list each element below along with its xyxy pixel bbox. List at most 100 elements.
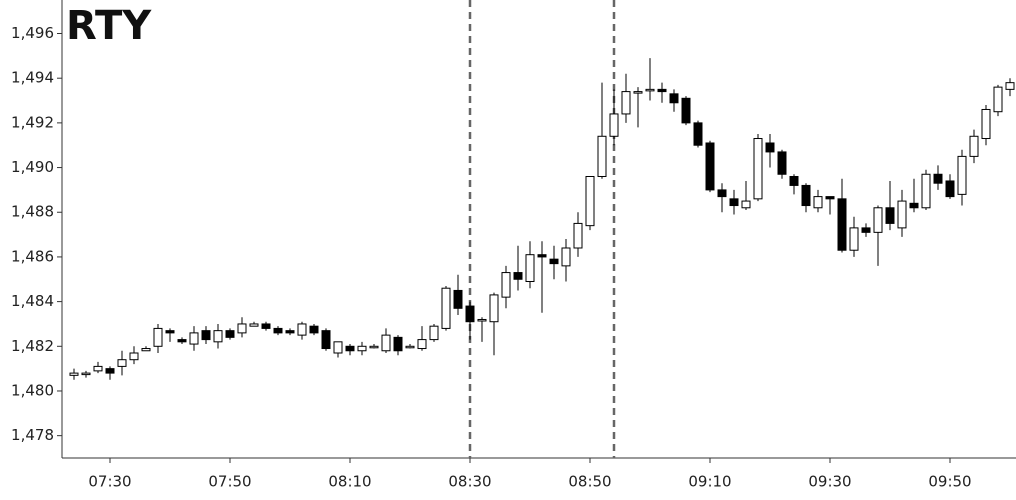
candle-body [81, 372, 91, 376]
y-tick-label: 1,486 [11, 247, 54, 265]
candle-body [573, 222, 583, 249]
candle-body [333, 341, 343, 354]
candle-body [921, 173, 931, 209]
candle-body [225, 330, 235, 338]
candle-body [705, 142, 715, 191]
candle-body [321, 330, 331, 350]
candle-body [645, 88, 655, 92]
candle-body [189, 332, 199, 345]
candle-body [129, 352, 139, 361]
candle-body [417, 339, 427, 350]
candle-body [69, 372, 79, 376]
y-tick-label: 1,478 [11, 426, 54, 444]
candle-body [369, 345, 379, 349]
candle-body [945, 180, 955, 198]
candle-body [429, 325, 439, 341]
x-tick-label: 09:10 [688, 473, 731, 491]
x-tick-label: 07:30 [88, 473, 131, 491]
candle-body [585, 175, 595, 227]
candle-body [201, 330, 211, 341]
candle-body [453, 289, 463, 309]
candle-body [729, 198, 739, 207]
x-tick-label: 08:30 [448, 473, 491, 491]
candle-body [885, 207, 895, 224]
candle-body [909, 202, 919, 209]
candle-body [141, 348, 151, 352]
y-tick-label: 1,480 [11, 381, 54, 399]
candle-body [489, 294, 499, 323]
candle-body [633, 91, 643, 94]
candle-body [153, 327, 163, 347]
x-tick-label: 08:10 [328, 473, 371, 491]
candle-body [273, 327, 283, 334]
candle-body [681, 97, 691, 124]
candle-body [801, 184, 811, 207]
candle-body [525, 254, 535, 283]
candle-body [249, 323, 259, 327]
candle-body [381, 334, 391, 352]
candle-body [957, 155, 967, 195]
candle-body [609, 113, 619, 137]
candle-body [297, 323, 307, 336]
candle-body [237, 323, 247, 334]
x-tick-label: 07:50 [208, 473, 251, 491]
candle-body [717, 189, 727, 198]
y-tick-label: 1,494 [11, 69, 54, 87]
candle-body [477, 318, 487, 322]
candle-body [993, 86, 1003, 113]
candle-body [741, 200, 751, 209]
candle-body [213, 330, 223, 343]
candle-body [309, 325, 319, 334]
candle-body [1005, 82, 1015, 90]
candle-body [165, 330, 175, 334]
candle-body [285, 330, 295, 334]
candle-body [561, 247, 571, 267]
candle-body [357, 345, 367, 352]
candle-body [969, 135, 979, 157]
candle-body [813, 196, 823, 209]
x-tick-label: 09:50 [928, 473, 971, 491]
candle-body [537, 254, 547, 258]
candle-body [825, 196, 835, 200]
candle-body [657, 88, 667, 93]
candle-body [873, 207, 883, 233]
candle-body [177, 339, 187, 343]
candle-body [261, 323, 271, 329]
chart-title: RTY [66, 3, 152, 49]
candle-body [405, 345, 415, 349]
x-tick-label: 09:30 [808, 473, 851, 491]
y-tick-label: 1,492 [11, 113, 54, 131]
candle-body [669, 93, 679, 104]
candle-body [897, 200, 907, 229]
candle-body [861, 227, 871, 233]
candle-body [981, 108, 991, 140]
candle-body [513, 272, 523, 280]
y-tick-label: 1,496 [11, 24, 54, 42]
candle-body [465, 305, 475, 323]
candle-body [393, 336, 403, 352]
candle-body [501, 272, 511, 298]
candle-body [441, 287, 451, 329]
y-tick-label: 1,484 [11, 292, 54, 310]
candle-body [789, 175, 799, 186]
candle-body [345, 345, 355, 352]
candle-body [621, 91, 631, 115]
y-tick-label: 1,482 [11, 337, 54, 355]
candle-body [753, 138, 763, 200]
candle-body [117, 359, 127, 367]
candle-body [549, 258, 559, 265]
candle-body [837, 198, 847, 251]
y-tick-label: 1,490 [11, 158, 54, 176]
candle-body [849, 227, 859, 251]
candle-body [765, 142, 775, 153]
x-tick-label: 08:50 [568, 473, 611, 491]
candle-body [597, 135, 607, 177]
y-tick-label: 1,488 [11, 203, 54, 221]
candle-body [93, 365, 103, 372]
candle-body [933, 173, 943, 184]
candle-body [105, 368, 115, 374]
candle-body [693, 122, 703, 146]
candle-body [777, 151, 787, 175]
